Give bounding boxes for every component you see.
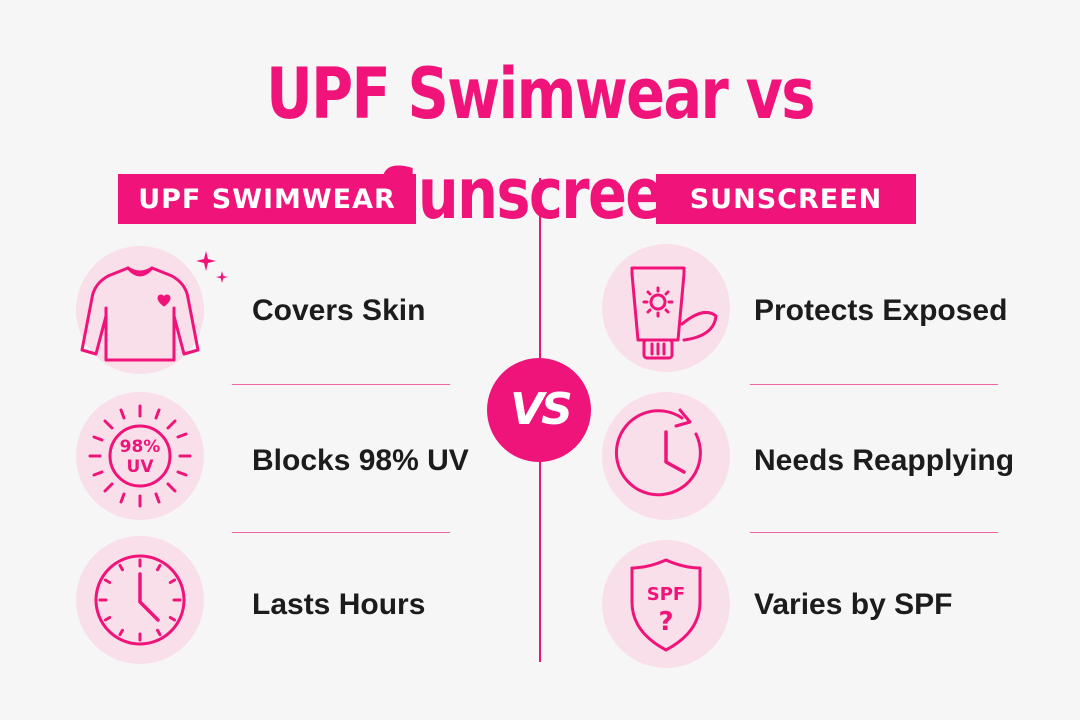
sunscreen-tube-icon [602,244,730,372]
sunscreen-header: SUNSCREEN [656,174,916,224]
left-item-label-1: Covers Skin [252,294,426,327]
reapply-clock-icon [602,392,730,520]
rash-guard-shirt-icon [76,246,204,374]
right-item-label-3: Varies by SPF [754,588,953,621]
uv-text: UV [127,457,155,477]
uv-sun-icon: 98% UV [76,392,204,520]
left-item-label-3: Lasts Hours [252,588,426,621]
spf-text: SPF [647,584,685,605]
right-item-label-2: Needs Reapplying [754,444,1015,477]
uv-percent-text: 98% [120,437,161,457]
spf-shield-icon: SPF ? [602,540,730,668]
left-item-label-2: Blocks 98% UV [252,444,469,477]
sparkle-icon [196,251,228,283]
upf-swimwear-header: UPF SWIMWEAR [118,174,416,224]
left-separator-2 [232,532,450,533]
question-mark-text: ? [658,607,673,637]
right-item-label-1: Protects Exposed [754,294,1008,327]
left-separator-1 [232,384,450,385]
clock-icon [76,536,204,664]
right-separator-2 [750,532,998,533]
right-separator-1 [750,384,998,385]
vs-badge: VS [487,358,591,462]
